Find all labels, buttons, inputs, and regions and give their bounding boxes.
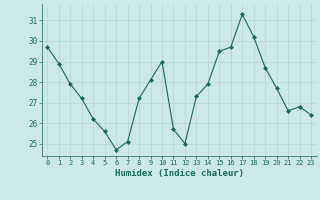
X-axis label: Humidex (Indice chaleur): Humidex (Indice chaleur) [115, 169, 244, 178]
